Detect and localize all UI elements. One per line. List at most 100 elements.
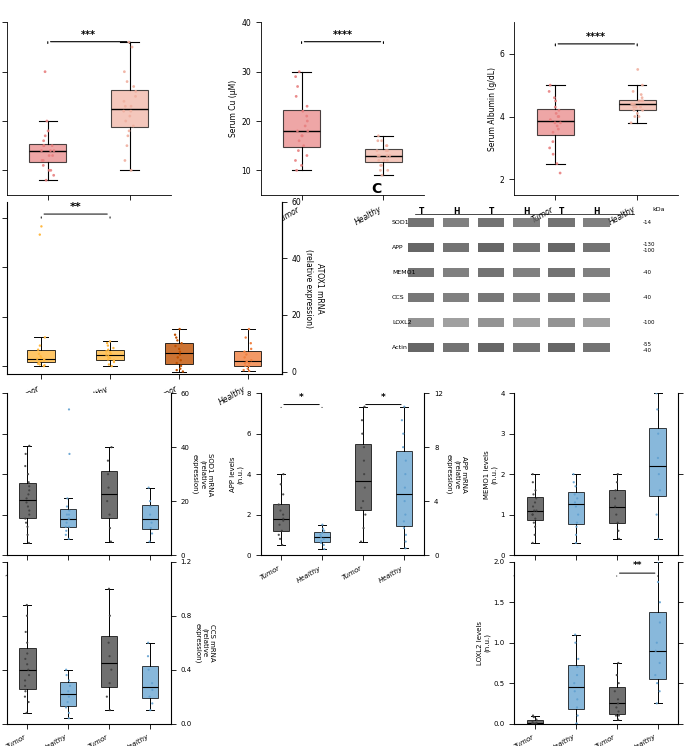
Point bbox=[123, 125, 134, 137]
Bar bbox=[408, 269, 434, 277]
Point bbox=[297, 130, 308, 142]
Point bbox=[243, 323, 254, 335]
Point bbox=[382, 145, 393, 157]
Point bbox=[611, 509, 622, 521]
Point bbox=[612, 517, 623, 529]
Point bbox=[119, 95, 129, 107]
Point bbox=[374, 149, 385, 161]
Point bbox=[61, 525, 72, 537]
Point bbox=[291, 164, 302, 176]
Text: -130
-100: -130 -100 bbox=[643, 242, 656, 253]
Point bbox=[108, 354, 119, 366]
Point bbox=[358, 455, 369, 467]
Point bbox=[356, 502, 366, 514]
Point bbox=[245, 337, 256, 349]
PathPatch shape bbox=[619, 100, 656, 110]
Point bbox=[19, 691, 30, 703]
Point bbox=[610, 492, 621, 504]
Text: Actin: Actin bbox=[392, 345, 408, 350]
Point bbox=[376, 135, 387, 147]
Point bbox=[360, 482, 371, 494]
Point bbox=[654, 596, 665, 608]
Point bbox=[103, 339, 114, 351]
Bar bbox=[513, 269, 540, 277]
Point bbox=[40, 66, 51, 78]
PathPatch shape bbox=[111, 90, 148, 127]
Point bbox=[625, 117, 636, 129]
Point bbox=[630, 110, 640, 122]
Text: APP: APP bbox=[392, 245, 403, 250]
Point bbox=[612, 698, 623, 709]
Point bbox=[612, 693, 623, 705]
Point bbox=[547, 126, 558, 138]
Point bbox=[400, 542, 411, 554]
Point bbox=[20, 686, 31, 698]
PathPatch shape bbox=[27, 350, 55, 362]
Point bbox=[626, 98, 637, 110]
Point bbox=[101, 345, 112, 357]
Point bbox=[651, 677, 662, 689]
Point bbox=[61, 669, 72, 681]
Point bbox=[530, 521, 540, 533]
Point bbox=[316, 531, 327, 543]
Point bbox=[108, 342, 119, 354]
Point bbox=[377, 169, 388, 181]
Point bbox=[569, 476, 580, 488]
Point bbox=[636, 89, 647, 101]
PathPatch shape bbox=[273, 504, 289, 531]
Point bbox=[547, 136, 558, 148]
Point bbox=[612, 714, 623, 726]
Point bbox=[553, 110, 564, 122]
Point bbox=[653, 468, 664, 480]
Point bbox=[611, 669, 622, 681]
Point bbox=[381, 145, 392, 157]
Y-axis label: CCS mRNA
(relative
expression): CCS mRNA (relative expression) bbox=[195, 622, 215, 663]
Bar bbox=[408, 319, 434, 327]
Point bbox=[317, 518, 328, 530]
Bar bbox=[548, 343, 575, 352]
Text: ****: **** bbox=[332, 30, 353, 40]
Point bbox=[613, 525, 624, 537]
Point bbox=[144, 691, 155, 703]
Bar bbox=[584, 343, 610, 352]
Point bbox=[550, 101, 561, 113]
Point bbox=[34, 359, 45, 371]
Point bbox=[241, 356, 252, 368]
Point bbox=[36, 145, 47, 157]
PathPatch shape bbox=[97, 350, 124, 360]
Point bbox=[400, 536, 411, 548]
Point bbox=[550, 95, 561, 107]
Point bbox=[40, 331, 51, 343]
Bar bbox=[408, 343, 434, 352]
Point bbox=[544, 142, 555, 154]
Point bbox=[573, 653, 584, 665]
Bar bbox=[443, 319, 469, 327]
Point bbox=[275, 478, 286, 490]
Point bbox=[63, 712, 74, 724]
Point bbox=[637, 95, 648, 107]
Point bbox=[278, 515, 289, 527]
Point bbox=[105, 348, 116, 360]
Point bbox=[530, 529, 540, 541]
Point bbox=[570, 637, 581, 649]
Point bbox=[397, 414, 408, 426]
Point bbox=[120, 100, 131, 112]
Point bbox=[553, 104, 564, 116]
Point bbox=[637, 104, 648, 116]
Point bbox=[34, 339, 45, 351]
Point bbox=[555, 167, 566, 179]
Point bbox=[241, 348, 252, 360]
Point bbox=[128, 120, 139, 132]
Point bbox=[145, 509, 155, 521]
Point bbox=[278, 468, 289, 480]
Point bbox=[571, 718, 582, 730]
Point bbox=[24, 504, 35, 516]
Point bbox=[63, 533, 74, 545]
Point bbox=[61, 664, 72, 676]
Point bbox=[613, 709, 624, 721]
Text: **: ** bbox=[632, 561, 642, 570]
Point bbox=[45, 145, 56, 157]
Point bbox=[44, 164, 55, 176]
Point bbox=[176, 337, 187, 349]
Point bbox=[529, 718, 540, 730]
